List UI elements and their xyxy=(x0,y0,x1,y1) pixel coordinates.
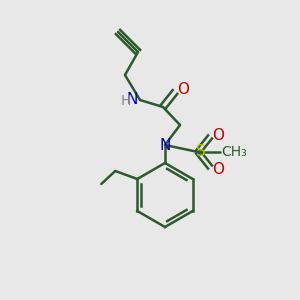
Text: O: O xyxy=(212,161,224,176)
Text: S: S xyxy=(196,145,206,160)
Text: O: O xyxy=(177,82,189,97)
Text: CH₃: CH₃ xyxy=(221,145,247,159)
Text: O: O xyxy=(212,128,224,142)
Text: N: N xyxy=(159,139,171,154)
Text: N: N xyxy=(126,92,138,107)
Text: H: H xyxy=(121,94,131,108)
